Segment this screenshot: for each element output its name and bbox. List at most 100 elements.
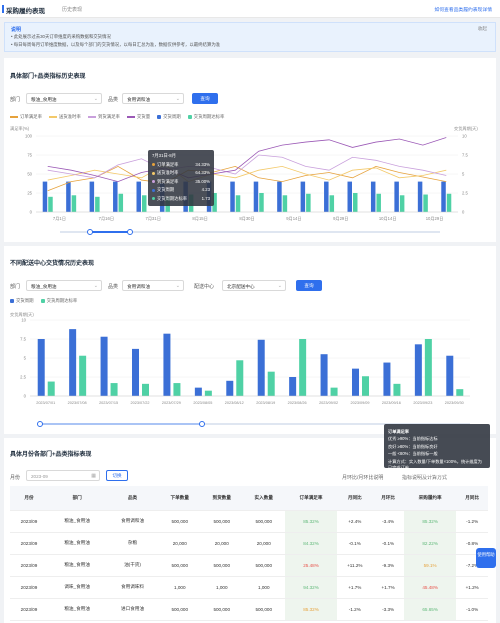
- bar-delivery-cycle[interactable]: [89, 181, 95, 212]
- bar-delivery-cycle[interactable]: [253, 181, 259, 212]
- bar-cycle-rate[interactable]: [212, 193, 217, 212]
- bar-delivery-cycle[interactable]: [417, 181, 423, 212]
- bar-cycle-rate[interactable]: [299, 339, 307, 396]
- bar-cycle-rate[interactable]: [424, 339, 432, 396]
- bar-cycle-rate[interactable]: [95, 196, 100, 212]
- bar-cycle-rate[interactable]: [362, 376, 369, 396]
- bar-delivery-cycle[interactable]: [257, 339, 265, 396]
- legend-item[interactable]: 交货量: [126, 114, 150, 120]
- column-header[interactable]: 月环比: [372, 486, 404, 511]
- bar-delivery-cycle[interactable]: [394, 181, 399, 212]
- bar-delivery-cycle[interactable]: [66, 181, 71, 212]
- collapse-button[interactable]: 收起: [477, 26, 487, 31]
- dept-select[interactable]: 粮油_食用油 ⌄: [26, 93, 102, 104]
- bar-cycle-rate[interactable]: [330, 387, 338, 396]
- category-select[interactable]: 食用调和油 ⌄: [122, 93, 184, 104]
- metric-explain-link[interactable]: 指标说明及计算方式: [402, 475, 448, 481]
- tooltip-value: 35.00%: [195, 178, 210, 184]
- bar-delivery-cycle[interactable]: [352, 368, 359, 396]
- bar-cycle-rate[interactable]: [446, 193, 452, 212]
- bar-delivery-cycle[interactable]: [113, 181, 118, 212]
- query-button[interactable]: 查询: [192, 93, 218, 104]
- chart1-zoom-slider[interactable]: [60, 229, 440, 235]
- bar-delivery-cycle[interactable]: [42, 181, 48, 212]
- bar-cycle-rate[interactable]: [306, 193, 311, 212]
- dc-select[interactable]: 北京配送中心 ⌄: [222, 280, 286, 291]
- legend-item[interactable]: 交货周期: [157, 114, 181, 120]
- bar-delivery-cycle[interactable]: [414, 344, 422, 396]
- query-button-2[interactable]: 查询: [296, 280, 322, 291]
- bar-cycle-rate[interactable]: [173, 383, 181, 396]
- bar-cycle-rate[interactable]: [329, 195, 335, 212]
- bar-delivery-cycle[interactable]: [69, 329, 77, 396]
- bar-delivery-cycle[interactable]: [230, 181, 235, 212]
- bar-delivery-cycle[interactable]: [37, 339, 45, 396]
- dept-select-value: 粮油_食用油: [31, 97, 57, 102]
- bar-delivery-cycle[interactable]: [324, 181, 329, 212]
- bar-cycle-rate[interactable]: [71, 195, 77, 212]
- mom-explain-link[interactable]: 月环比/月环比说明: [342, 475, 384, 481]
- bar-cycle-rate[interactable]: [142, 383, 149, 396]
- breadcrumb[interactable]: 历史表现: [62, 7, 83, 13]
- dept-select-2[interactable]: 粮油_食用油 ⌄: [26, 280, 102, 291]
- slider-handle-right[interactable]: [199, 421, 205, 427]
- slider-handle-left[interactable]: [37, 421, 43, 427]
- column-header[interactable]: 订单满足率: [284, 486, 338, 511]
- bar-cycle-rate[interactable]: [236, 360, 244, 396]
- bar-delivery-cycle[interactable]: [320, 354, 328, 396]
- chart2-zoom-slider[interactable]: [37, 421, 470, 427]
- slider-handle-left[interactable]: [87, 229, 93, 235]
- bar-cycle-rate[interactable]: [118, 193, 124, 212]
- slider-handle-right[interactable]: [127, 229, 133, 235]
- month-picker[interactable]: 2023-09 ▦: [26, 470, 100, 481]
- bar-delivery-cycle[interactable]: [132, 348, 139, 396]
- legend-item[interactable]: 交货周期: [10, 298, 34, 304]
- bar-cycle-rate[interactable]: [282, 195, 288, 212]
- bar-cycle-rate[interactable]: [456, 389, 464, 396]
- bar-cycle-rate[interactable]: [259, 193, 264, 212]
- bar-cycle-rate[interactable]: [393, 383, 401, 396]
- switch-button[interactable]: 切换: [106, 470, 128, 481]
- category-select-2[interactable]: 食用调和油 ⌄: [122, 280, 184, 291]
- legend-item[interactable]: 订单满足率: [10, 114, 42, 120]
- legend-item[interactable]: 交货周期达标率: [40, 298, 77, 304]
- bar-delivery-cycle[interactable]: [163, 333, 171, 396]
- bar-delivery-cycle[interactable]: [289, 377, 297, 396]
- bar-cycle-rate[interactable]: [235, 195, 241, 212]
- bar-delivery-cycle[interactable]: [194, 387, 202, 396]
- bar-cycle-rate[interactable]: [79, 355, 87, 396]
- bar-delivery-cycle[interactable]: [300, 181, 306, 212]
- legend-item[interactable]: 到货满足率: [87, 114, 120, 120]
- table-cell: 1,000: [242, 576, 285, 599]
- bar-delivery-cycle[interactable]: [136, 181, 142, 212]
- bar-cycle-rate[interactable]: [47, 381, 55, 396]
- table-cell: +2.4%: [337, 510, 373, 533]
- tooltip2-row: 计算方式：实入数量/下单数量×100%，统计维度为已完成订单: [388, 458, 482, 470]
- bar-delivery-cycle[interactable]: [226, 380, 234, 396]
- legend-item[interactable]: 交货周期达标率: [187, 114, 224, 120]
- column-header[interactable]: 采购履约率: [403, 486, 457, 511]
- history-chart: 100 10 75 7.5 50 5 25 2.5 0 0 7月1日 7月16日 7月31日 8月15日 8…: [25, 134, 468, 223]
- bar-cycle-rate[interactable]: [110, 383, 118, 396]
- bar-cycle-rate[interactable]: [204, 390, 212, 396]
- bar-cycle-rate[interactable]: [48, 196, 53, 212]
- bar-cycle-rate[interactable]: [423, 194, 428, 212]
- bar-delivery-cycle[interactable]: [100, 336, 108, 396]
- bar-cycle-rate[interactable]: [353, 193, 358, 212]
- bar-cycle-rate[interactable]: [267, 371, 275, 396]
- bar-cycle-rate[interactable]: [142, 195, 147, 212]
- bar-cycle-rate[interactable]: [399, 195, 405, 212]
- bar-cycle-rate[interactable]: [376, 193, 381, 212]
- bar-delivery-cycle[interactable]: [446, 355, 454, 396]
- help-float-button[interactable]: 使用帮助: [476, 548, 496, 568]
- column-header[interactable]: 月同比: [456, 486, 488, 511]
- legend-item[interactable]: 送货准时率: [48, 114, 81, 120]
- bar-delivery-cycle[interactable]: [277, 181, 282, 212]
- help-link[interactable]: 如何查看品类履约表现详情: [434, 8, 492, 13]
- bar-delivery-cycle[interactable]: [441, 181, 446, 212]
- bar-delivery-cycle[interactable]: [347, 181, 353, 212]
- bar-delivery-cycle[interactable]: [383, 362, 391, 396]
- bar-delivery-cycle[interactable]: [370, 181, 376, 212]
- column-header: 部门: [47, 486, 107, 511]
- column-header[interactable]: 月同比: [337, 486, 373, 511]
